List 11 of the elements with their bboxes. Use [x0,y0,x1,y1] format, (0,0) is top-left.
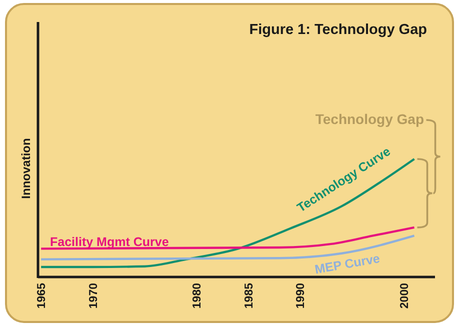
y-axis-title: Innovation [19,138,33,199]
text: Technology Gap [315,111,424,127]
x-tick-label: 1965 [36,282,48,309]
x-tick-label: 1980 [192,283,204,309]
x-tick-label: 1990 [295,283,308,309]
x-tick-label: 1985 [243,282,256,309]
text: MEP Curve [314,251,381,277]
x-tick-label: 2000 [398,283,411,309]
chart-title: Figure 1: Technology Gap [249,22,428,38]
series-label: Facility Mgmt Curve [50,235,169,249]
x-tick-label: 1970 [88,283,100,309]
